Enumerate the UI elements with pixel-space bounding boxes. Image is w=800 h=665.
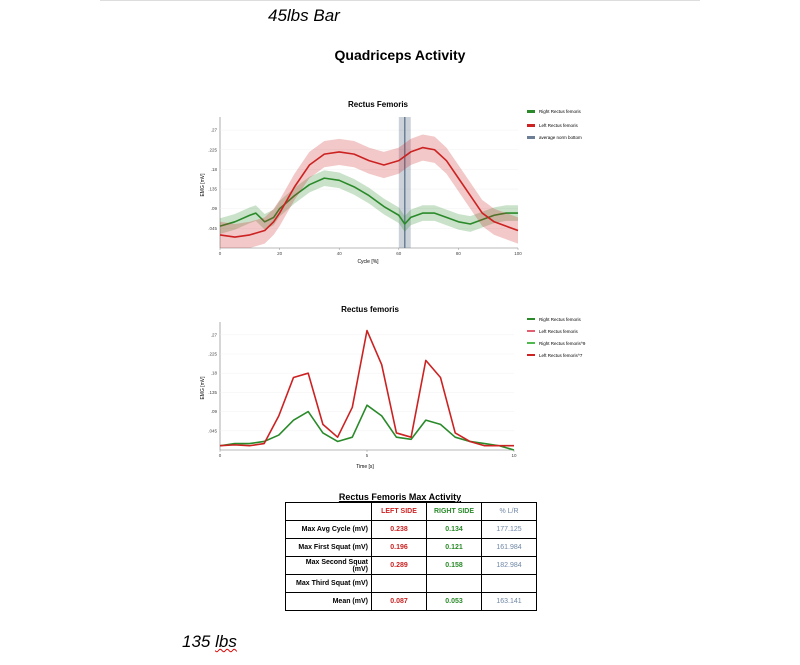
table-header-empty: [285, 502, 372, 521]
row-label: Mean (mV): [285, 592, 372, 611]
y-tick-label: .225: [208, 352, 217, 357]
y-tick-label: .135: [208, 187, 217, 192]
table-row: Mean (mV) 0.087 0.053 163.141: [285, 592, 537, 611]
chart-time-series: .045 .09 .135 .18 .225 .27 0 5 10 Rectus femoris…: [200, 305, 586, 470]
right-value: 0.134: [426, 520, 482, 539]
x-tick-label: 0: [219, 453, 222, 458]
pct-value: 182.984: [481, 556, 537, 575]
row-label: Max Avg Cycle (mV): [285, 520, 372, 539]
left-value: 0.196: [371, 538, 427, 557]
chart2-legend: Right Rectus femoris Left Rectus femoris…: [527, 317, 586, 358]
series-line-left-rectus-femoris: [219, 146, 519, 238]
legend-swatch-left: [527, 330, 535, 332]
footer-heading: 135 lbs: [182, 632, 237, 652]
legend-swatch-left-7: [527, 354, 535, 356]
chart-avg-cycle: .045 .09 .135 .18 .225 .27 0 20 40 60 80 100 Rectus…: [200, 100, 582, 265]
table-row: Max Second Squat (mV) 0.289 0.158 182.98…: [285, 556, 537, 575]
footer-number: 135: [182, 632, 211, 651]
series-line-right-rectus-femoris: [219, 177, 518, 227]
x-tick-label: 100: [514, 251, 522, 256]
table-header-left: LEFT SIDE: [371, 502, 427, 521]
footer-unit: lbs: [215, 632, 237, 651]
table-header-row: LEFT SIDE RIGHT SIDE % L/R: [285, 502, 537, 521]
x-tick-label: 60: [396, 251, 402, 256]
left-value: 0.289: [371, 556, 427, 575]
pct-value: 163.141: [481, 592, 537, 611]
pct-value: [481, 574, 537, 593]
x-tick-label: 10: [511, 453, 517, 458]
y-tick-label: .18: [211, 167, 218, 172]
legend-label-right: Right Rectus femoris: [539, 317, 582, 322]
right-value: 0.158: [426, 556, 482, 575]
x-tick-label: 20: [277, 251, 283, 256]
chart1-ylabel: EMG [mV]: [200, 173, 206, 197]
x-tick-label: 0: [219, 251, 222, 256]
page-heading: 45lbs Bar: [268, 6, 340, 25]
legend-label-right-9: Right Rectus femoris^9: [539, 341, 586, 346]
y-tick-label: .045: [208, 428, 217, 433]
pct-value: 177.125: [481, 520, 537, 539]
legend-label-left-7: Left Rectus femoris^7: [539, 353, 583, 358]
table-row: Max Avg Cycle (mV) 0.238 0.134 177.125: [285, 520, 537, 539]
left-value: [371, 574, 427, 593]
right-value: 0.121: [426, 538, 482, 557]
band-right-rectus-femoris: [220, 170, 518, 235]
chart1-title: Rectus Femoris: [348, 100, 409, 109]
left-value: 0.238: [371, 520, 427, 539]
y-tick-label: .09: [211, 409, 218, 414]
chart2-ylabel: EMG [mV]: [200, 376, 206, 400]
right-value: 0.053: [426, 592, 482, 611]
series-line-right-rectus-femoris: [219, 404, 515, 451]
legend-label-norm: average norm bottom: [539, 135, 582, 140]
chart2-xlabel: Time [s]: [356, 464, 374, 470]
legend-swatch-norm: [527, 136, 535, 139]
y-tick-label: .09: [211, 206, 218, 211]
legend-label-left: Left Rectus femoris: [539, 123, 579, 128]
y-tick-label: .27: [211, 128, 218, 133]
table-row: Max First Squat (mV) 0.196 0.121 161.984: [285, 538, 537, 557]
table-row: Max Third Squat (mV): [285, 574, 537, 593]
x-tick-label: 40: [337, 251, 343, 256]
max-activity-table: LEFT SIDE RIGHT SIDE % L/R Max Avg Cycle…: [285, 502, 537, 611]
right-value: [426, 574, 482, 593]
band-left-rectus-femoris: [220, 134, 518, 248]
legend-swatch-right: [527, 110, 535, 113]
legend-swatch-left: [527, 124, 535, 127]
x-tick-label: 80: [456, 251, 462, 256]
y-tick-label: .045: [208, 226, 217, 231]
row-label: Max Second Squat (mV): [285, 556, 372, 575]
row-label: Max Third Squat (mV): [285, 574, 372, 593]
chart1-xlabel: Cycle [%]: [357, 259, 379, 265]
pct-value: 161.984: [481, 538, 537, 557]
y-tick-label: .135: [208, 390, 217, 395]
legend-swatch-right: [527, 318, 535, 320]
legend-label-left: Left Rectus femoris: [539, 329, 579, 334]
x-tick-label: 5: [366, 453, 369, 458]
y-tick-label: .27: [211, 332, 218, 337]
chart1-legend: Right Rectus femoris Left Rectus femoris…: [527, 109, 582, 140]
table-header-pct: % L/R: [481, 502, 537, 521]
series-line-left-rectus-femoris: [219, 329, 514, 447]
legend-label-right: Right Rectus femoris: [539, 109, 582, 114]
y-tick-label: .225: [208, 147, 217, 152]
legend-swatch-right-9: [527, 342, 535, 344]
table-title: Rectus Femoris Max Activity: [338, 492, 462, 502]
top-rule: [100, 0, 700, 1]
section-title: Quadriceps Activity: [334, 47, 466, 63]
y-tick-label: .18: [211, 371, 218, 376]
left-value: 0.087: [371, 592, 427, 611]
row-label: Max First Squat (mV): [285, 538, 372, 557]
chart2-title: Rectus femoris: [341, 305, 399, 314]
table-header-right: RIGHT SIDE: [426, 502, 482, 521]
